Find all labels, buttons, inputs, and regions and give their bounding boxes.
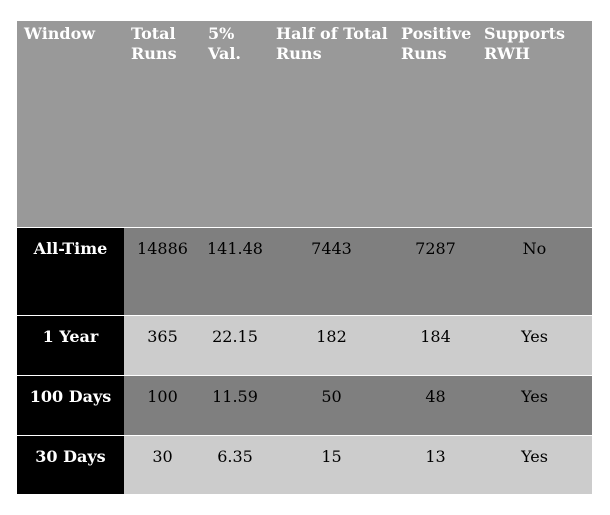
val5-cell: 22.15	[201, 315, 269, 376]
header-row: Window Total Runs 5% Val. Half of Total …	[17, 21, 592, 228]
supports-cell: Yes	[477, 315, 592, 376]
supports-cell: No	[477, 227, 592, 316]
positive-cell: 48	[394, 375, 477, 436]
half-cell: 15	[269, 435, 394, 495]
positive-cell: 184	[394, 315, 477, 376]
window-cell: 100 Days	[17, 375, 124, 436]
val5-cell: 6.35	[201, 435, 269, 495]
header-total-runs: Total Runs	[124, 21, 201, 228]
header-supports-rwh: Supports RWH	[477, 21, 592, 228]
total-runs-cell: 14886	[124, 227, 201, 316]
half-cell: 50	[269, 375, 394, 436]
half-cell: 7443	[269, 227, 394, 316]
half-cell: 182	[269, 315, 394, 376]
window-cell: 1 Year	[17, 315, 124, 376]
positive-cell: 13	[394, 435, 477, 495]
header-5pct-val: 5% Val.	[201, 21, 269, 228]
window-cell: All-Time	[17, 227, 124, 316]
total-runs-cell: 30	[124, 435, 201, 495]
header-positive-runs: Positive Runs	[394, 21, 477, 228]
results-table: Window Total Runs 5% Val. Half of Total …	[17, 21, 592, 495]
results-table-container: Window Total Runs 5% Val. Half of Total …	[17, 21, 592, 495]
header-half-of-total-runs: Half of Total Runs	[269, 21, 394, 228]
table-row: 1 Year 365 22.15 182 184 Yes	[17, 315, 592, 376]
val5-cell: 11.59	[201, 375, 269, 436]
table-row: 30 Days 30 6.35 15 13 Yes	[17, 435, 592, 495]
total-runs-cell: 100	[124, 375, 201, 436]
table-row: 100 Days 100 11.59 50 48 Yes	[17, 375, 592, 436]
header-window: Window	[17, 21, 124, 228]
val5-cell: 141.48	[201, 227, 269, 316]
supports-cell: Yes	[477, 435, 592, 495]
window-cell: 30 Days	[17, 435, 124, 495]
total-runs-cell: 365	[124, 315, 201, 376]
supports-cell: Yes	[477, 375, 592, 436]
table-row: All-Time 14886 141.48 7443 7287 No	[17, 227, 592, 316]
positive-cell: 7287	[394, 227, 477, 316]
